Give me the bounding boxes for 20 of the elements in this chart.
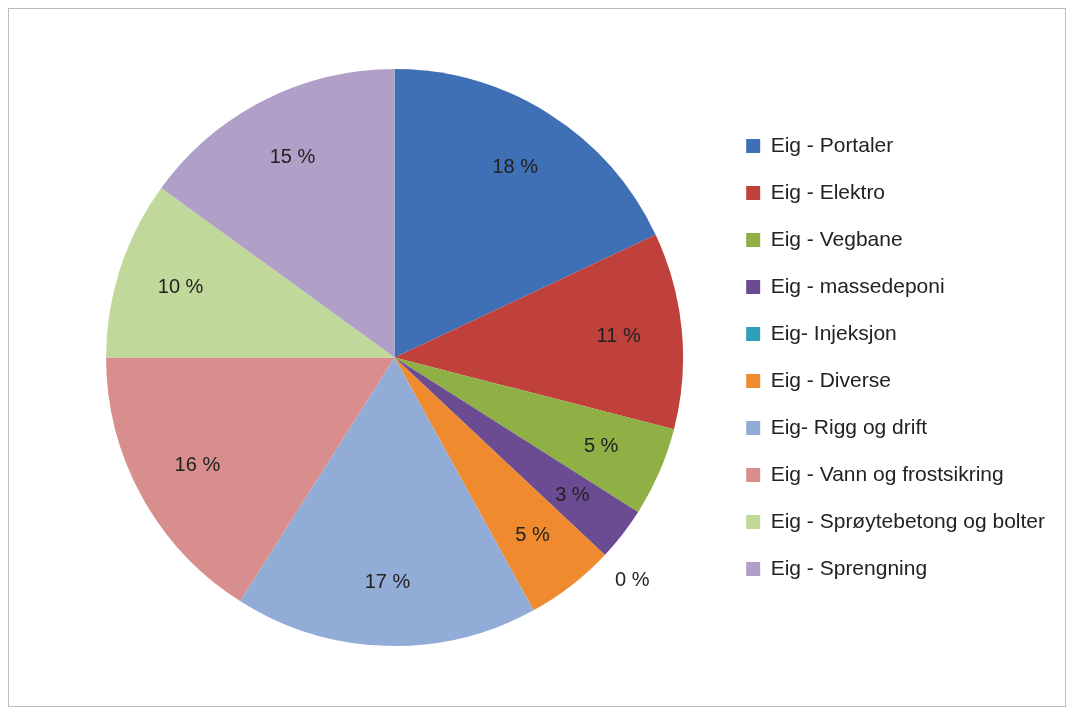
legend-label: Eig - massedeponi xyxy=(770,273,945,297)
data-label: 10 % xyxy=(157,275,204,298)
text: 0 % xyxy=(615,568,650,591)
legend-label: Eig- Injeksjon xyxy=(770,320,897,344)
legend-label: Eig - Sprøytebetong og bolter xyxy=(770,508,1046,532)
data-label: 16 % xyxy=(174,453,221,476)
data-label: 3 % xyxy=(555,482,590,505)
legend-label: Eig- Rigg og drift xyxy=(770,414,928,438)
legend-label: Eig - Vegbane xyxy=(770,226,903,250)
legend-label: Eig - Vann og frostsikring xyxy=(770,461,1004,485)
data-label: 15 % xyxy=(269,144,316,167)
data-label: 5 % xyxy=(583,434,619,457)
data-label: 5 % xyxy=(515,522,550,545)
legend-label: Eig - Portaler xyxy=(770,132,894,156)
data-label: 18 % xyxy=(492,155,539,178)
legend-label: Eig - Sprengning xyxy=(770,555,928,579)
legend-label: Eig - Diverse xyxy=(770,367,891,391)
data-label: 17 % xyxy=(364,569,411,592)
data-label: 11 % xyxy=(596,323,641,346)
legend-label: Eig - Elektro xyxy=(770,179,886,203)
